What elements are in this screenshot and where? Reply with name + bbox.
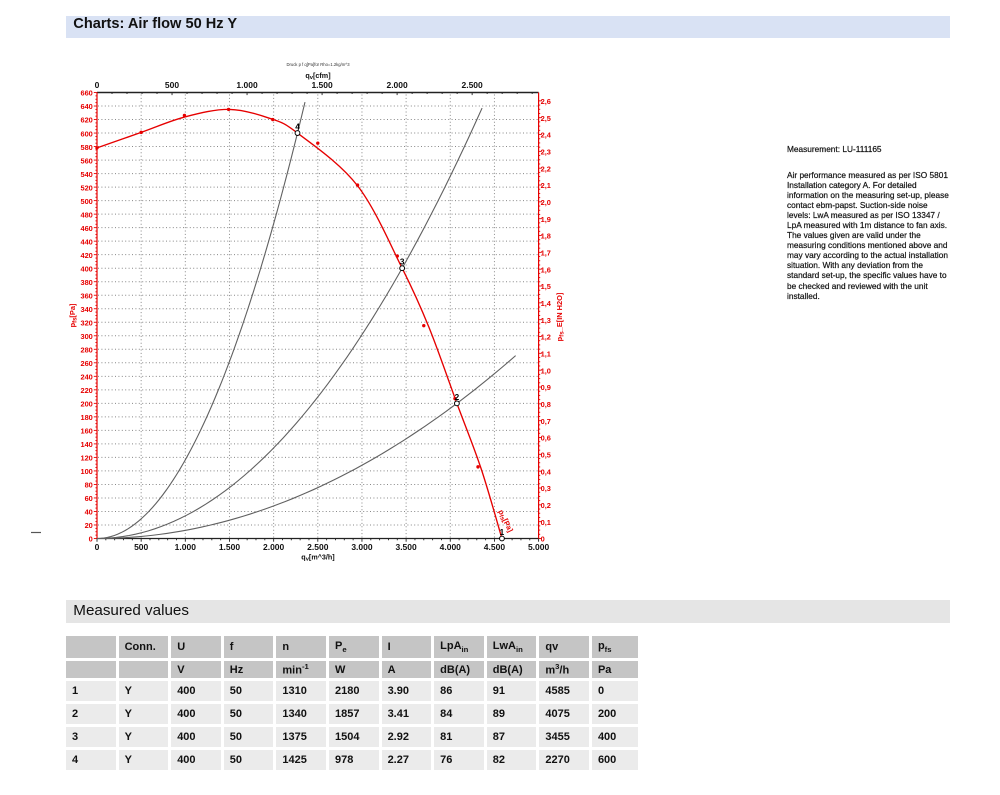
svg-text:0: 0: [95, 542, 100, 552]
svg-text:240: 240: [80, 373, 92, 382]
svg-text:660: 660: [80, 89, 92, 98]
svg-text:20: 20: [85, 521, 93, 530]
svg-text:1.500: 1.500: [311, 80, 333, 90]
svg-text:420: 420: [80, 251, 92, 260]
svg-text:100: 100: [80, 467, 92, 476]
svg-text:2.000: 2.000: [386, 80, 408, 90]
svg-text:0,4: 0,4: [541, 467, 552, 476]
svg-text:560: 560: [80, 156, 92, 165]
svg-text:4: 4: [295, 123, 300, 132]
svg-text:0: 0: [89, 535, 93, 544]
svg-text:360: 360: [80, 291, 92, 300]
svg-text:0: 0: [95, 80, 100, 90]
svg-text:460: 460: [80, 224, 92, 233]
svg-text:2.500: 2.500: [461, 80, 483, 90]
svg-text:3.500: 3.500: [395, 542, 417, 552]
svg-text:qv[m^3/h]: qv[m^3/h]: [301, 553, 334, 563]
svg-text:0,8: 0,8: [541, 400, 551, 409]
svg-text:320: 320: [80, 318, 92, 327]
svg-text:pfs[Pa]: pfs[Pa]: [495, 508, 515, 534]
svg-text:440: 440: [80, 237, 92, 246]
svg-text:40: 40: [85, 508, 93, 517]
svg-text:2,2: 2,2: [541, 164, 551, 173]
svg-text:4.000: 4.000: [440, 542, 462, 552]
svg-text:0,2: 0,2: [541, 501, 551, 510]
svg-text:140: 140: [80, 440, 92, 449]
svg-text:1.500: 1.500: [219, 542, 241, 552]
svg-text:0,5: 0,5: [541, 451, 551, 460]
svg-text:640: 640: [80, 102, 92, 111]
svg-text:0: 0: [541, 535, 545, 544]
svg-text:1,8: 1,8: [541, 232, 551, 241]
svg-text:1: 1: [500, 528, 505, 537]
svg-text:4.500: 4.500: [484, 542, 506, 552]
svg-text:2,1: 2,1: [541, 181, 551, 190]
svg-text:520: 520: [80, 183, 92, 192]
svg-text:2,6: 2,6: [541, 97, 551, 106]
svg-text:160: 160: [80, 427, 92, 436]
svg-text:2,0: 2,0: [541, 198, 551, 207]
svg-text:2.000: 2.000: [263, 542, 285, 552]
svg-text:0,3: 0,3: [541, 484, 551, 493]
svg-text:280: 280: [80, 345, 92, 354]
svg-text:400: 400: [80, 264, 92, 273]
svg-text:540: 540: [80, 170, 92, 179]
svg-text:1,4: 1,4: [541, 299, 552, 308]
svg-text:260: 260: [80, 359, 92, 368]
svg-text:3: 3: [400, 258, 405, 267]
svg-text:Druck p f q[Pa]für Rho=1.2kg/m: Druck p f q[Pa]für Rho=1.2kg/m^3: [286, 62, 350, 67]
svg-text:60: 60: [85, 494, 93, 503]
svg-text:80: 80: [85, 481, 93, 490]
svg-text:380: 380: [80, 278, 92, 287]
svg-text:3.000: 3.000: [351, 542, 373, 552]
svg-text:1.000: 1.000: [175, 542, 197, 552]
svg-text:pfs_E[IN H2O]: pfs_E[IN H2O]: [555, 292, 565, 341]
svg-text:1,9: 1,9: [541, 215, 551, 224]
svg-text:500: 500: [134, 542, 148, 552]
svg-text:220: 220: [80, 386, 92, 395]
svg-text:300: 300: [80, 332, 92, 341]
svg-text:1,1: 1,1: [541, 350, 551, 359]
svg-text:5.000: 5.000: [528, 542, 550, 552]
svg-text:0,1: 0,1: [541, 518, 551, 527]
svg-text:2: 2: [455, 393, 460, 402]
svg-text:620: 620: [80, 116, 92, 125]
svg-text:2,5: 2,5: [541, 114, 551, 123]
svg-text:2,4: 2,4: [541, 131, 552, 140]
svg-text:1.000: 1.000: [236, 80, 258, 90]
svg-text:500: 500: [165, 80, 179, 90]
svg-text:1,5: 1,5: [541, 282, 551, 291]
svg-text:1,6: 1,6: [541, 265, 551, 274]
svg-text:1,7: 1,7: [541, 249, 551, 258]
svg-text:180: 180: [80, 413, 92, 422]
svg-text:2,3: 2,3: [541, 148, 551, 157]
svg-text:1,0: 1,0: [541, 366, 551, 375]
svg-text:200: 200: [80, 400, 92, 409]
svg-text:480: 480: [80, 210, 92, 219]
svg-text:1,3: 1,3: [541, 316, 551, 325]
svg-text:600: 600: [80, 129, 92, 138]
svg-text:580: 580: [80, 143, 92, 152]
svg-text:0,6: 0,6: [541, 434, 551, 443]
svg-text:0,7: 0,7: [541, 417, 551, 426]
svg-text:1,2: 1,2: [541, 333, 551, 342]
svg-text:pfs[Pa]: pfs[Pa]: [68, 303, 78, 327]
svg-text:0,9: 0,9: [541, 383, 551, 392]
svg-text:500: 500: [80, 197, 92, 206]
svg-text:340: 340: [80, 305, 92, 314]
svg-text:120: 120: [80, 454, 92, 463]
svg-text:qv[cfm]: qv[cfm]: [305, 71, 330, 81]
svg-text:2.500: 2.500: [307, 542, 329, 552]
